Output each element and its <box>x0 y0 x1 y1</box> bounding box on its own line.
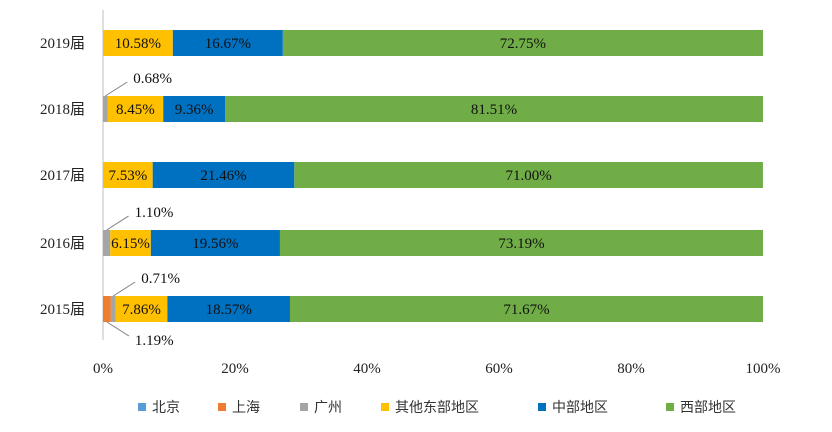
data-label: 0.68% <box>133 71 172 87</box>
legend-swatch <box>138 403 146 411</box>
data-label: 81.51% <box>471 102 517 118</box>
data-label: 8.45% <box>116 102 155 118</box>
category-label: 2016届 <box>40 235 85 252</box>
data-label: 18.57% <box>206 302 252 318</box>
leader-line <box>106 321 130 337</box>
data-label: 7.86% <box>122 302 161 318</box>
data-label: 16.67% <box>205 36 251 52</box>
category-label: 2018届 <box>40 101 85 118</box>
category-label: 2017届 <box>40 167 85 184</box>
legend-label: 广州 <box>314 400 342 416</box>
data-label: 10.58% <box>115 36 161 52</box>
category-label: 2015届 <box>40 301 85 318</box>
data-label: 72.75% <box>500 36 546 52</box>
data-label: 71.00% <box>506 168 552 184</box>
data-label: 7.53% <box>108 168 147 184</box>
data-label: 1.19% <box>135 333 174 349</box>
bar-segment-6 <box>225 96 763 122</box>
legend-swatch <box>218 403 226 411</box>
bar-segment-5 <box>172 30 283 56</box>
x-tick-label: 80% <box>617 361 645 377</box>
bar-segment-4 <box>107 96 164 122</box>
bar-segment-2 <box>103 296 111 322</box>
data-label: 1.10% <box>135 205 174 221</box>
bar-segment-6 <box>282 30 763 56</box>
legend-label: 中部地区 <box>552 400 608 416</box>
leader-line <box>104 81 128 97</box>
x-tick-label: 60% <box>485 361 513 377</box>
bar-segment-3 <box>103 230 111 256</box>
bar-segment-5 <box>150 230 280 256</box>
data-label: 9.36% <box>175 102 214 118</box>
legend-swatch <box>538 403 546 411</box>
data-label: 21.46% <box>200 168 246 184</box>
bar-segment-6 <box>294 162 763 188</box>
legend-swatch <box>300 403 308 411</box>
bar-segment-5 <box>163 96 226 122</box>
bar-segment-5 <box>167 296 290 322</box>
bar-segment-6 <box>279 230 763 256</box>
data-label: 73.19% <box>498 236 544 252</box>
data-label: 71.67% <box>503 302 549 318</box>
bar-segment-4 <box>115 296 168 322</box>
legend-swatch <box>381 403 389 411</box>
bar-segment-6 <box>289 296 763 322</box>
legend-swatch <box>666 403 674 411</box>
legend-label: 其他东部地区 <box>395 400 479 416</box>
data-label: 19.56% <box>192 236 238 252</box>
bar-segment-5 <box>152 162 295 188</box>
x-tick-label: 40% <box>353 361 381 377</box>
x-tick-label: 100% <box>746 361 781 377</box>
legend-label: 上海 <box>232 400 260 416</box>
leader-line <box>112 281 136 297</box>
x-tick-label: 0% <box>93 361 113 377</box>
data-label: 0.71% <box>141 271 180 287</box>
data-label: 6.15% <box>111 236 150 252</box>
x-tick-label: 20% <box>221 361 249 377</box>
bar-segment-3 <box>110 296 116 322</box>
leader-line <box>106 215 129 231</box>
legend-label: 西部地区 <box>680 400 736 416</box>
bar-segment-4 <box>103 30 173 56</box>
bar-segment-4 <box>110 230 151 256</box>
bar-segment-4 <box>103 162 153 188</box>
category-label: 2019届 <box>40 35 85 52</box>
legend-label: 北京 <box>152 400 180 416</box>
bar-segment-3 <box>103 96 108 122</box>
